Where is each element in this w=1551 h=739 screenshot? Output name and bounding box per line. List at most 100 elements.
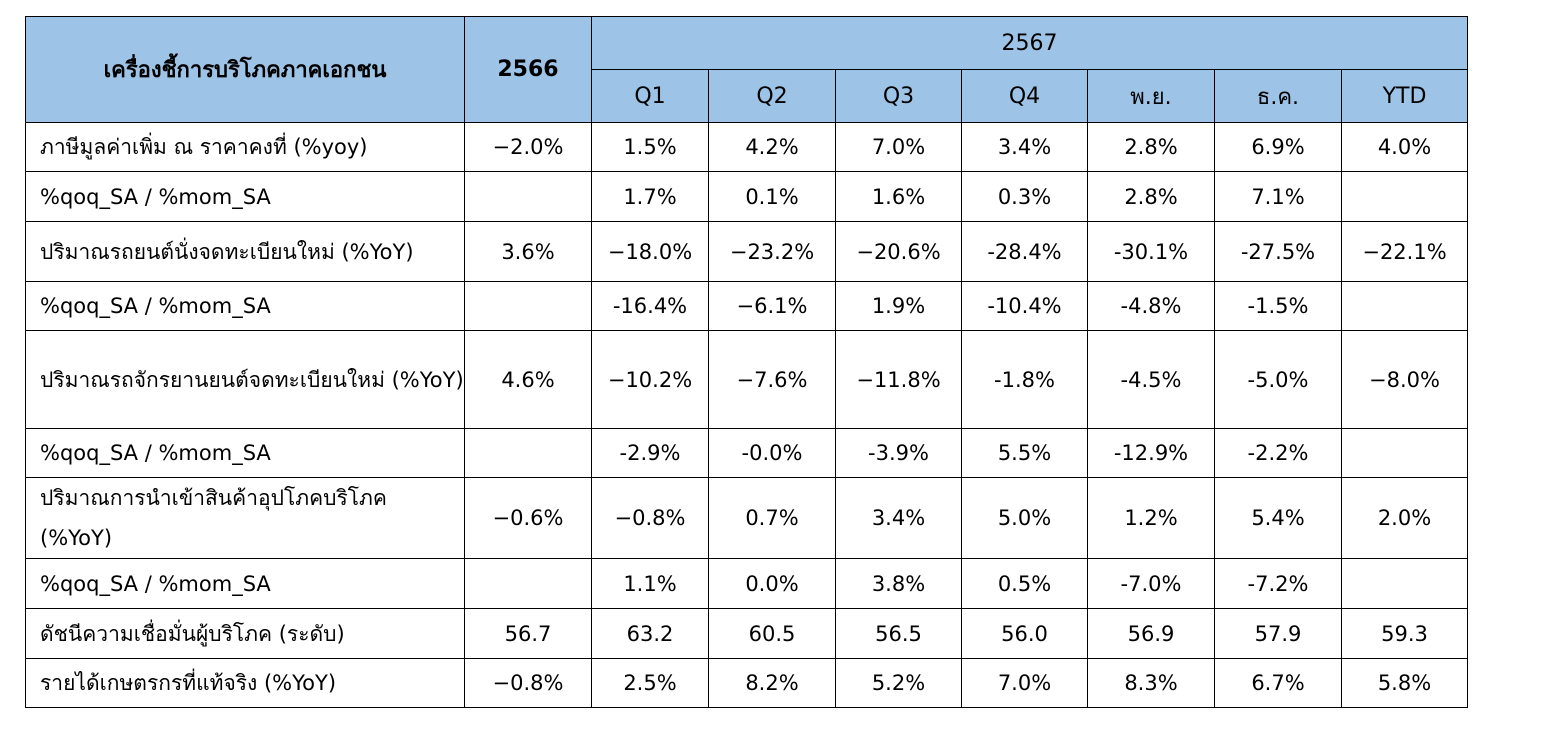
cell-value: 56.9: [1087, 608, 1215, 659]
cell-value: 4.2%: [708, 122, 836, 172]
cell-value: [464, 281, 592, 331]
cell-value: 1.5%: [591, 122, 709, 172]
cell-value: 5.5%: [961, 428, 1088, 478]
cell-value: 56.0: [961, 608, 1088, 659]
row-label: ภาษีมูลค่าเพิ่ม ณ ราคาคงที่ (%yoy): [25, 122, 465, 172]
cell-value: [464, 171, 592, 222]
row-label: %qoq_SA / %mom_SA: [25, 281, 465, 331]
cell-value: 1.1%: [591, 558, 709, 609]
cell-value: 6.7%: [1214, 658, 1342, 708]
cell-value: 8.2%: [708, 658, 836, 708]
header-row-top: เครื่องชี้การบริโภคภาคเอกชน 2566 2567: [25, 16, 1468, 123]
period-header-q3: Q3: [835, 69, 962, 123]
cell-value: [464, 558, 592, 609]
cell-value: −18.0%: [591, 221, 709, 282]
cell-value: 2.5%: [591, 658, 709, 708]
cell-value: 1.6%: [835, 171, 962, 222]
consumption-indicators-table: เครื่องชี้การบริโภคภาคเอกชน 2566 2567 Q1…: [25, 16, 1468, 708]
table-row: %qoq_SA / %mom_SA 1.7% 0.1% 1.6% 0.3% 2.…: [25, 171, 1468, 222]
cell-value: 1.9%: [835, 281, 962, 331]
row-label: ดัชนีความเชื่อมั่นผู้บริโภค (ระดับ): [25, 608, 465, 659]
cell-value: -10.4%: [961, 281, 1088, 331]
cell-value: -27.5%: [1214, 221, 1342, 282]
cell-value: 5.2%: [835, 658, 962, 708]
cell-value: 3.6%: [464, 221, 592, 282]
cell-value: 7.1%: [1214, 171, 1342, 222]
cell-value: [464, 428, 592, 478]
cell-value: 1.7%: [591, 171, 709, 222]
cell-value: -7.0%: [1087, 558, 1215, 609]
cell-value: -4.8%: [1087, 281, 1215, 331]
row-label: รายได้เกษตรกรที่แท้จริง (%YoY): [25, 658, 465, 708]
period-header-q4: Q4: [961, 69, 1088, 123]
cell-value: 59.3: [1341, 608, 1468, 659]
cell-value: 4.6%: [464, 330, 592, 429]
cell-value: 6.9%: [1214, 122, 1342, 172]
period-header-ytd: YTD: [1341, 69, 1468, 123]
cell-value: 63.2: [591, 608, 709, 659]
table-row: รายได้เกษตรกรที่แท้จริง (%YoY) −0.8% 2.5…: [25, 658, 1468, 708]
cell-value: [1341, 428, 1468, 478]
cell-value: 5.4%: [1214, 477, 1342, 559]
cell-value: −22.1%: [1341, 221, 1468, 282]
cell-value: −23.2%: [708, 221, 836, 282]
cell-value: −6.1%: [708, 281, 836, 331]
cell-value: 0.5%: [961, 558, 1088, 609]
table-row: %qoq_SA / %mom_SA -2.9% -0.0% -3.9% 5.5%…: [25, 428, 1468, 478]
row-label: %qoq_SA / %mom_SA: [25, 558, 465, 609]
cell-value: −11.8%: [835, 330, 962, 429]
cell-value: -2.2%: [1214, 428, 1342, 478]
table-row: ปริมาณรถจักรยานยนต์จดทะเบียนใหม่ (%YoY) …: [25, 330, 1468, 429]
row-label: ปริมาณรถจักรยานยนต์จดทะเบียนใหม่ (%YoY): [25, 330, 465, 429]
period-header-nov: พ.ย.: [1087, 69, 1215, 123]
cell-value: 2.8%: [1087, 171, 1215, 222]
cell-value: -4.5%: [1087, 330, 1215, 429]
cell-value: −0.6%: [464, 477, 592, 559]
cell-value: 2.8%: [1087, 122, 1215, 172]
row-label: ปริมาณรถยนต์นั่งจดทะเบียนใหม่ (%YoY): [25, 221, 465, 282]
table-row: ภาษีมูลค่าเพิ่ม ณ ราคาคงที่ (%yoy) −2.0%…: [25, 122, 1468, 172]
cell-value: 57.9: [1214, 608, 1342, 659]
cell-value: 4.0%: [1341, 122, 1468, 172]
cell-value: -16.4%: [591, 281, 709, 331]
cell-value: [1341, 281, 1468, 331]
cell-value: 3.4%: [835, 477, 962, 559]
cell-value: 2.0%: [1341, 477, 1468, 559]
cell-value: −0.8%: [591, 477, 709, 559]
table-row: ปริมาณรถยนต์นั่งจดทะเบียนใหม่ (%YoY) 3.6…: [25, 221, 1468, 282]
cell-value: 56.7: [464, 608, 592, 659]
header-row-periods: Q1 Q2 Q3 Q4 พ.ย. ธ.ค. YTD: [26, 69, 1468, 123]
cell-value: −8.0%: [1341, 330, 1468, 429]
table-row: %qoq_SA / %mom_SA 1.1% 0.0% 3.8% 0.5% -7…: [25, 558, 1468, 609]
cell-value: 3.4%: [961, 122, 1088, 172]
cell-value: 5.0%: [961, 477, 1088, 559]
year-2567-header: 2567: [591, 16, 1468, 70]
cell-value: -0.0%: [708, 428, 836, 478]
cell-value: −10.2%: [591, 330, 709, 429]
cell-value: 3.8%: [835, 558, 962, 609]
cell-value: -30.1%: [1087, 221, 1215, 282]
indicator-column-header: เครื่องชี้การบริโภคภาคเอกชน: [25, 16, 465, 123]
table-header: เครื่องชี้การบริโภคภาคเอกชน 2566 2567 Q1…: [25, 16, 1468, 123]
table-body: ภาษีมูลค่าเพิ่ม ณ ราคาคงที่ (%yoy) −2.0%…: [25, 122, 1468, 708]
cell-value: -2.9%: [591, 428, 709, 478]
period-header-dec: ธ.ค.: [1214, 69, 1342, 123]
cell-value: 5.8%: [1341, 658, 1468, 708]
row-label: %qoq_SA / %mom_SA: [25, 171, 465, 222]
cell-value: 56.5: [835, 608, 962, 659]
cell-value: 7.0%: [835, 122, 962, 172]
table-row: %qoq_SA / %mom_SA -16.4% −6.1% 1.9% -10.…: [25, 281, 1468, 331]
table-row: ปริมาณการนำเข้าสินค้าอุปโภคบริโภค (%YoY)…: [25, 477, 1468, 559]
cell-value: -1.5%: [1214, 281, 1342, 331]
period-header-q1: Q1: [591, 69, 709, 123]
cell-value: [1341, 171, 1468, 222]
cell-value: -5.0%: [1214, 330, 1342, 429]
row-label: %qoq_SA / %mom_SA: [25, 428, 465, 478]
row-label: ปริมาณการนำเข้าสินค้าอุปโภคบริโภค (%YoY): [25, 477, 465, 559]
cell-value: -12.9%: [1087, 428, 1215, 478]
cell-value: −2.0%: [464, 122, 592, 172]
cell-value: -1.8%: [961, 330, 1088, 429]
cell-value: [1341, 558, 1468, 609]
table-row: ดัชนีความเชื่อมั่นผู้บริโภค (ระดับ) 56.7…: [25, 608, 1468, 659]
cell-value: −0.8%: [464, 658, 592, 708]
